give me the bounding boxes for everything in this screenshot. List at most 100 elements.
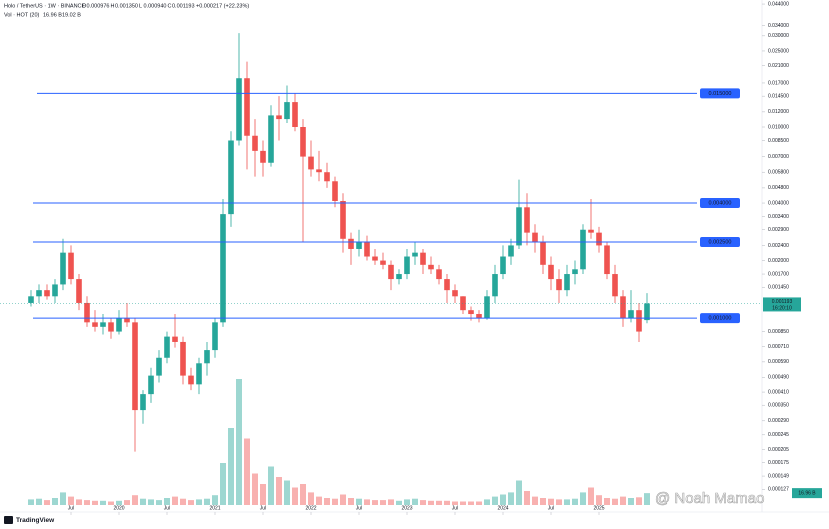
last-price-label: 0.001193 <box>772 299 793 305</box>
candle-body <box>348 238 354 249</box>
volume-bar <box>284 480 290 505</box>
x-tick-label: 2022 <box>305 505 316 511</box>
volume-bar <box>308 492 314 505</box>
y-tick-label: 0.002900 <box>768 227 789 233</box>
volume-badge <box>792 488 822 499</box>
volume-bar <box>492 496 498 505</box>
level-badge <box>700 313 740 324</box>
candle-body <box>220 214 226 323</box>
x-tick-label: Jul <box>164 505 170 511</box>
header-high: 0.001350 <box>115 3 138 9</box>
x-tick-label: 2021 <box>209 505 220 511</box>
y-tick-label: 0.007000 <box>768 154 789 160</box>
candle-body <box>92 322 98 327</box>
y-tick-label: 0.001700 <box>768 271 789 277</box>
candle-body <box>236 78 242 141</box>
volume-bar <box>316 496 322 505</box>
volume-title: Vol · HOT (20) <box>4 12 40 18</box>
y-tick-label: 0.021000 <box>768 63 789 69</box>
x-tick-label: 2023 <box>401 505 412 511</box>
level-label: 0.015000 <box>709 91 732 97</box>
candle-body <box>76 279 82 303</box>
volume-bar <box>196 499 202 505</box>
y-tick-label: 0.017000 <box>768 80 789 86</box>
candle-body <box>188 375 194 385</box>
volume-bar <box>68 496 74 505</box>
y-tick-label: 0.000710 <box>768 344 789 350</box>
x-tick-label: Jul <box>68 505 74 511</box>
volume-bar <box>580 492 586 505</box>
volume-bar <box>52 498 58 505</box>
candle-body <box>420 252 426 265</box>
header-open: 0.000976 <box>87 3 110 9</box>
volume-bar <box>252 473 258 505</box>
candle-body <box>252 135 258 151</box>
y-tick-label: 0.003400 <box>768 214 789 220</box>
volume-bar <box>356 498 362 505</box>
candle-body <box>356 242 362 249</box>
candle-body <box>124 318 130 323</box>
candle-body <box>164 336 170 358</box>
candle-body <box>196 363 202 385</box>
volume-badge-label: 16.96 B <box>798 490 816 496</box>
volume-bar <box>268 466 274 505</box>
volume-bar <box>36 498 42 505</box>
candle-body <box>52 284 58 297</box>
volume-bar <box>212 495 218 505</box>
volume-bar <box>444 500 450 505</box>
candle-body <box>132 322 138 411</box>
volume-bar <box>28 499 34 505</box>
volume-bar <box>476 501 482 505</box>
y-tick-label: 0.002400 <box>768 243 789 249</box>
candle-body <box>556 279 562 291</box>
candle-body <box>484 296 490 319</box>
watermark: @ Noah Mamao <box>655 490 764 507</box>
candle-body <box>28 296 34 303</box>
volume-bar <box>524 491 530 505</box>
volume-bar <box>428 500 434 505</box>
header-title: Holo / TetherUS · 1W · BINANCE <box>4 3 86 9</box>
header-low: 0.000940 <box>144 3 167 9</box>
volume-bar <box>500 494 506 505</box>
y-tick-label: 0.000149 <box>768 473 789 479</box>
volume-bar <box>204 498 210 505</box>
volume-bar <box>220 463 226 505</box>
candle-body <box>628 310 634 319</box>
volume-bar <box>508 492 514 505</box>
candle-body <box>172 336 178 342</box>
x-tick-label: Jul <box>260 505 266 511</box>
volume-bar <box>292 487 298 505</box>
candle-body <box>140 394 146 411</box>
y-tick-label: 0.000175 <box>768 460 789 466</box>
volume-bar <box>236 379 242 505</box>
volume-bar <box>620 496 626 505</box>
volume-bar <box>556 499 562 505</box>
candle-body <box>364 242 370 257</box>
y-tick-label: 0.001450 <box>768 285 789 291</box>
volume-bar <box>348 498 354 505</box>
candle-body <box>596 232 602 246</box>
y-tick-label: 0.012000 <box>768 109 789 115</box>
candle-body <box>108 322 114 332</box>
volume-bar <box>116 500 122 505</box>
candle-body <box>468 310 474 315</box>
volume-bar <box>92 500 98 505</box>
y-tick-label: 0.014500 <box>768 93 789 99</box>
y-tick-label: 0.034000 <box>768 23 789 29</box>
candle-body <box>588 229 594 233</box>
level-badge <box>700 88 740 99</box>
y-tick-label: 0.044000 <box>768 1 789 7</box>
header-close: 0.001193 <box>172 3 195 9</box>
volume-bar <box>244 438 250 505</box>
volume-bar <box>156 500 162 505</box>
volume-bar <box>468 501 474 505</box>
candle-body <box>540 242 546 265</box>
y-tick-label: 0.000410 <box>768 389 789 395</box>
y-tick-label: 0.000350 <box>768 403 789 409</box>
volume-bar <box>412 498 418 505</box>
y-tick-label: 0.002000 <box>768 258 789 264</box>
countdown-label: 16:20:10 <box>772 305 792 311</box>
brand: TradingView <box>16 517 55 524</box>
candle-body <box>36 290 42 297</box>
volume-bar <box>644 493 650 505</box>
